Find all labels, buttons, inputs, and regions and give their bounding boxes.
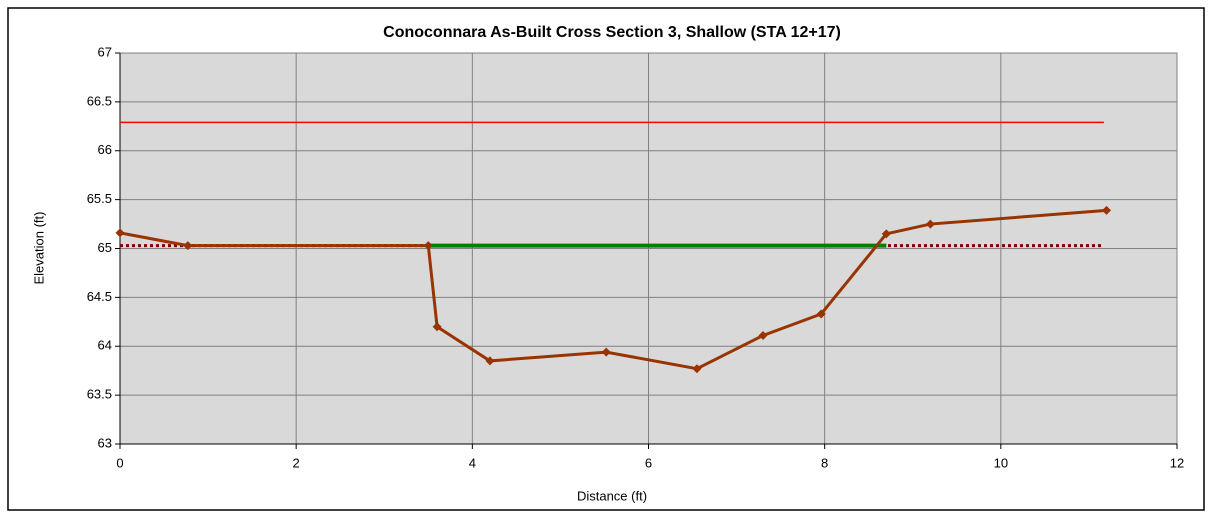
point-marker [601, 347, 611, 357]
point-marker [115, 228, 125, 238]
y-tick-label: 66 [98, 142, 112, 157]
point-marker [423, 241, 433, 251]
y-tick-label: 67 [98, 44, 112, 59]
x-tick-label: 12 [1170, 455, 1184, 470]
x-axis-label: Distance (ft) [577, 488, 647, 503]
point-marker [1102, 205, 1112, 215]
point-marker [881, 229, 891, 239]
point-marker [183, 241, 193, 251]
x-tick-label: 4 [469, 455, 476, 470]
x-tick-label: 10 [994, 455, 1008, 470]
y-tick-label: 63 [98, 435, 112, 450]
x-tick-label: 2 [293, 455, 300, 470]
y-tick-label: 64.5 [87, 289, 112, 304]
x-tick-label: 0 [116, 455, 123, 470]
point-marker [816, 309, 826, 319]
y-tick-label: 65.5 [87, 191, 112, 206]
x-tick-label: 8 [821, 455, 828, 470]
point-marker [485, 356, 495, 366]
y-tick-label: 64 [98, 338, 112, 353]
point-marker [925, 219, 935, 229]
chart-title: Conoconnara As-Built Cross Section 3, Sh… [383, 24, 841, 41]
point-marker [432, 322, 442, 332]
point-marker [692, 364, 702, 374]
series-line [119, 208, 1107, 371]
y-tick-label: 65 [98, 240, 112, 255]
y-tick-label: 66.5 [87, 93, 112, 108]
y-tick-label: 63.5 [87, 387, 112, 402]
y-axis-label: Elevation (ft) [31, 212, 46, 285]
x-tick-label: 6 [645, 455, 652, 470]
point-marker [758, 330, 768, 340]
